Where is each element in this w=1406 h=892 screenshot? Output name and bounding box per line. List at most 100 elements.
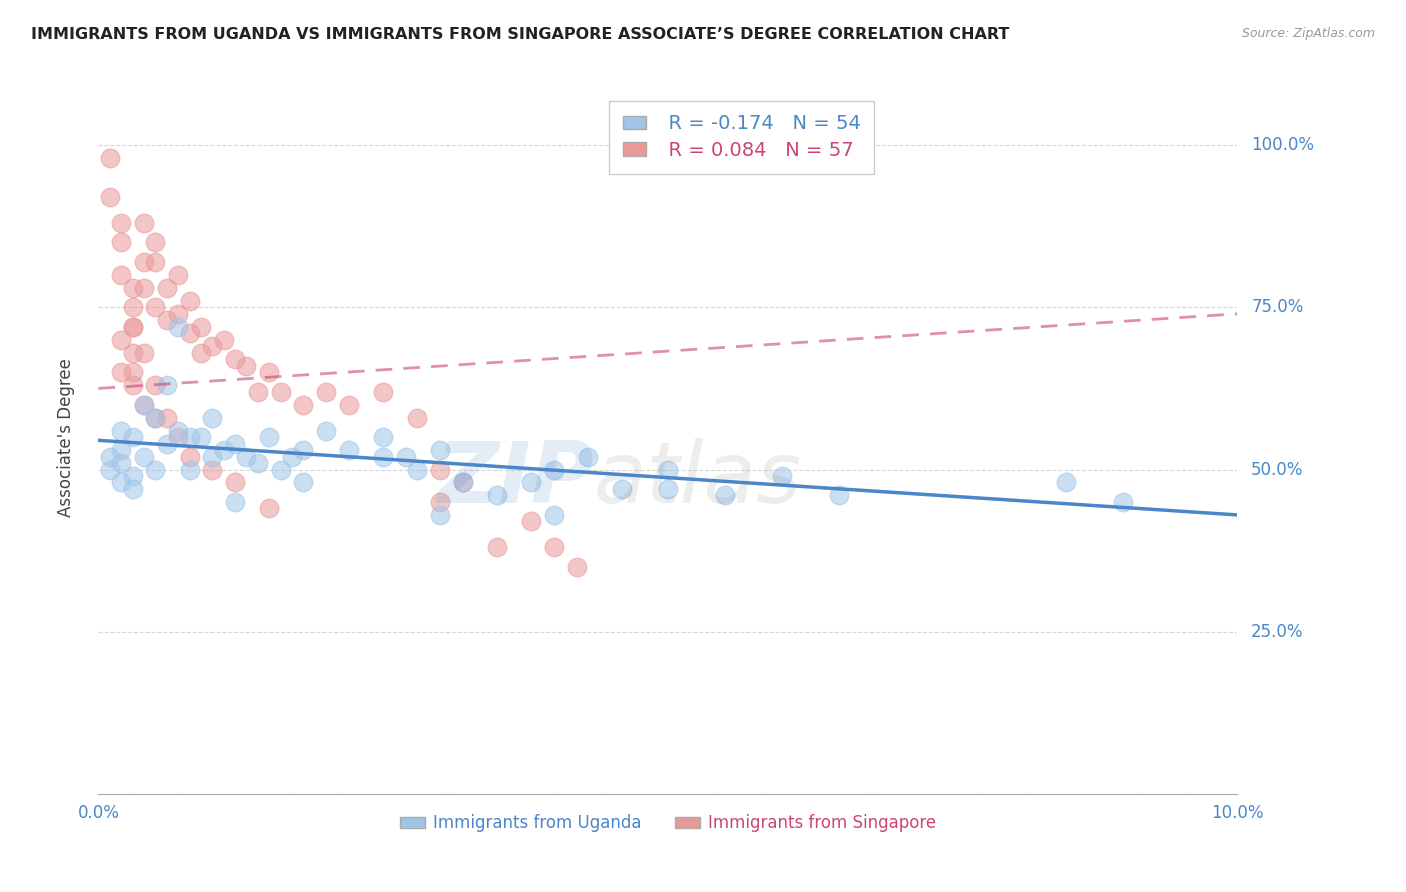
Point	[270, 384, 292, 399]
Text: ZIP: ZIP	[436, 438, 593, 522]
Point	[121, 365, 143, 379]
Point	[145, 410, 167, 425]
Point	[406, 410, 429, 425]
Point	[121, 345, 143, 359]
Point	[212, 443, 235, 458]
Point	[179, 326, 201, 341]
Point	[179, 462, 201, 476]
Point	[132, 345, 155, 359]
Point	[110, 365, 132, 379]
Point	[121, 319, 143, 334]
Point	[98, 151, 121, 165]
Point	[132, 450, 155, 464]
Point	[132, 398, 155, 412]
Point	[259, 365, 281, 379]
Point	[145, 410, 167, 425]
Point	[132, 255, 155, 269]
Point	[224, 352, 246, 367]
Point	[201, 462, 224, 476]
Point	[543, 462, 565, 476]
Point	[201, 410, 224, 425]
Point	[110, 216, 132, 230]
Point	[292, 443, 315, 458]
Point	[770, 469, 793, 483]
Point	[212, 333, 235, 347]
Point	[110, 235, 132, 250]
Point	[190, 430, 212, 444]
Point	[98, 450, 121, 464]
Point	[156, 410, 179, 425]
Point	[612, 482, 634, 496]
Point	[179, 450, 201, 464]
Point	[201, 339, 224, 353]
Point	[259, 430, 281, 444]
Point	[828, 488, 851, 502]
Point	[395, 450, 418, 464]
Point	[292, 398, 315, 412]
Point	[520, 515, 543, 529]
Point	[224, 475, 246, 490]
Point	[235, 359, 257, 373]
Point	[486, 488, 509, 502]
Point	[429, 462, 451, 476]
Point	[98, 190, 121, 204]
Point	[156, 313, 179, 327]
Point	[451, 475, 474, 490]
Point	[179, 430, 201, 444]
Point	[429, 495, 451, 509]
Text: 75.0%: 75.0%	[1251, 298, 1303, 317]
Point	[657, 482, 679, 496]
Point	[543, 508, 565, 522]
Legend: Immigrants from Uganda, Immigrants from Singapore: Immigrants from Uganda, Immigrants from …	[392, 808, 943, 839]
Point	[132, 281, 155, 295]
Point	[145, 378, 167, 392]
Point	[451, 475, 474, 490]
Point	[110, 268, 132, 282]
Point	[406, 462, 429, 476]
Point	[520, 475, 543, 490]
Text: 50.0%: 50.0%	[1251, 460, 1303, 478]
Point	[145, 255, 167, 269]
Point	[224, 495, 246, 509]
Point	[429, 508, 451, 522]
Point	[156, 436, 179, 450]
Point	[486, 541, 509, 555]
Point	[145, 462, 167, 476]
Point	[190, 319, 212, 334]
Point	[292, 475, 315, 490]
Point	[337, 443, 360, 458]
Point	[110, 443, 132, 458]
Text: Source: ZipAtlas.com: Source: ZipAtlas.com	[1241, 27, 1375, 40]
Point	[98, 462, 121, 476]
Point	[121, 378, 143, 392]
Point	[121, 482, 143, 496]
Text: 100.0%: 100.0%	[1251, 136, 1315, 154]
Point	[110, 475, 132, 490]
Point	[132, 216, 155, 230]
Text: atlas: atlas	[593, 438, 801, 522]
Point	[167, 268, 190, 282]
Point	[429, 443, 451, 458]
Point	[714, 488, 737, 502]
Point	[235, 450, 257, 464]
Point	[270, 462, 292, 476]
Point	[190, 345, 212, 359]
Point	[145, 235, 167, 250]
Point	[246, 384, 269, 399]
Point	[145, 301, 167, 315]
Point	[246, 456, 269, 470]
Point	[121, 301, 143, 315]
Text: IMMIGRANTS FROM UGANDA VS IMMIGRANTS FROM SINGAPORE ASSOCIATE’S DEGREE CORRELATI: IMMIGRANTS FROM UGANDA VS IMMIGRANTS FRO…	[31, 27, 1010, 42]
Point	[110, 333, 132, 347]
Point	[132, 398, 155, 412]
Point	[110, 456, 132, 470]
Point	[121, 469, 143, 483]
Point	[224, 436, 246, 450]
Point	[565, 559, 588, 574]
Point	[1056, 475, 1078, 490]
Point	[337, 398, 360, 412]
Point	[281, 450, 304, 464]
Text: 25.0%: 25.0%	[1251, 623, 1303, 640]
Point	[315, 424, 337, 438]
Point	[259, 501, 281, 516]
